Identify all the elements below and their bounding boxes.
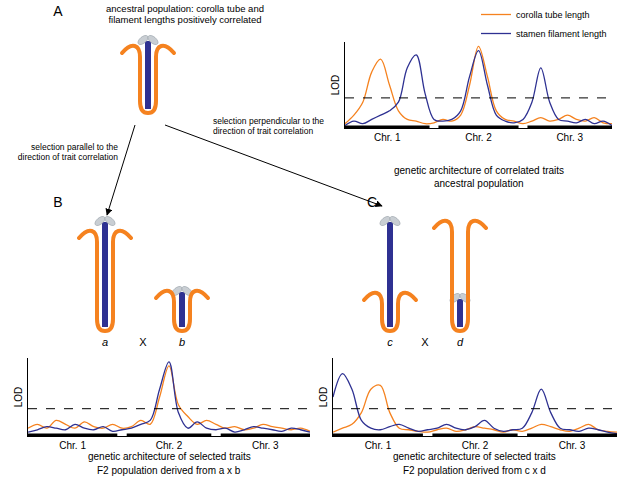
svg-text:Chr. 2: Chr. 2 (465, 132, 492, 143)
svg-text:Chr. 1: Chr. 1 (365, 440, 392, 451)
svg-text:Chr. 2: Chr. 2 (462, 440, 489, 451)
svg-text:F2 population derived from c x: F2 population derived from c x d (403, 465, 546, 476)
svg-text:ancestral population: corolla: ancestral population: corolla tube and (106, 3, 264, 14)
svg-text:Chr. 3: Chr. 3 (559, 440, 586, 451)
svg-text:F2 population derived from a x: F2 population derived from a x b (97, 465, 241, 476)
svg-text:Chr. 3: Chr. 3 (556, 132, 583, 143)
svg-text:A: A (53, 3, 63, 19)
svg-text:ancestral population: ancestral population (434, 178, 524, 189)
svg-text:Chr. 3: Chr. 3 (252, 440, 279, 451)
svg-text:LOD: LOD (13, 387, 24, 408)
svg-text:Chr. 1: Chr. 1 (59, 440, 86, 451)
svg-text:Chr. 1: Chr. 1 (374, 132, 401, 143)
svg-text:B: B (53, 194, 62, 210)
svg-text:Chr. 2: Chr. 2 (156, 440, 183, 451)
svg-text:genetic architecture of select: genetic architecture of selected traits (88, 451, 251, 462)
svg-text:b: b (179, 336, 185, 348)
svg-text:a: a (102, 336, 108, 348)
svg-text:C: C (367, 194, 377, 210)
svg-text:stamen filament length: stamen filament length (516, 29, 607, 39)
svg-text:filament lengths positively co: filament lengths positively correlated (108, 14, 261, 25)
svg-text:selection perpendicular to the: selection perpendicular to the (213, 116, 324, 126)
svg-text:direction of trait correlation: direction of trait correlation (213, 126, 313, 136)
svg-text:genetic architecture of select: genetic architecture of selected traits (393, 451, 556, 462)
svg-text:LOD: LOD (330, 75, 341, 96)
svg-text:selection parallel to the: selection parallel to the (31, 142, 118, 152)
svg-text:d: d (457, 336, 464, 348)
svg-text:X: X (421, 336, 429, 348)
svg-text:genetic architecture of correl: genetic architecture of correlated trait… (394, 165, 564, 176)
svg-text:direction of trait correlation: direction of trait correlation (18, 152, 118, 162)
svg-text:corolla tube length: corolla tube length (516, 10, 590, 20)
svg-text:LOD: LOD (318, 387, 329, 408)
svg-text:X: X (139, 336, 147, 348)
svg-text:c: c (387, 336, 393, 348)
